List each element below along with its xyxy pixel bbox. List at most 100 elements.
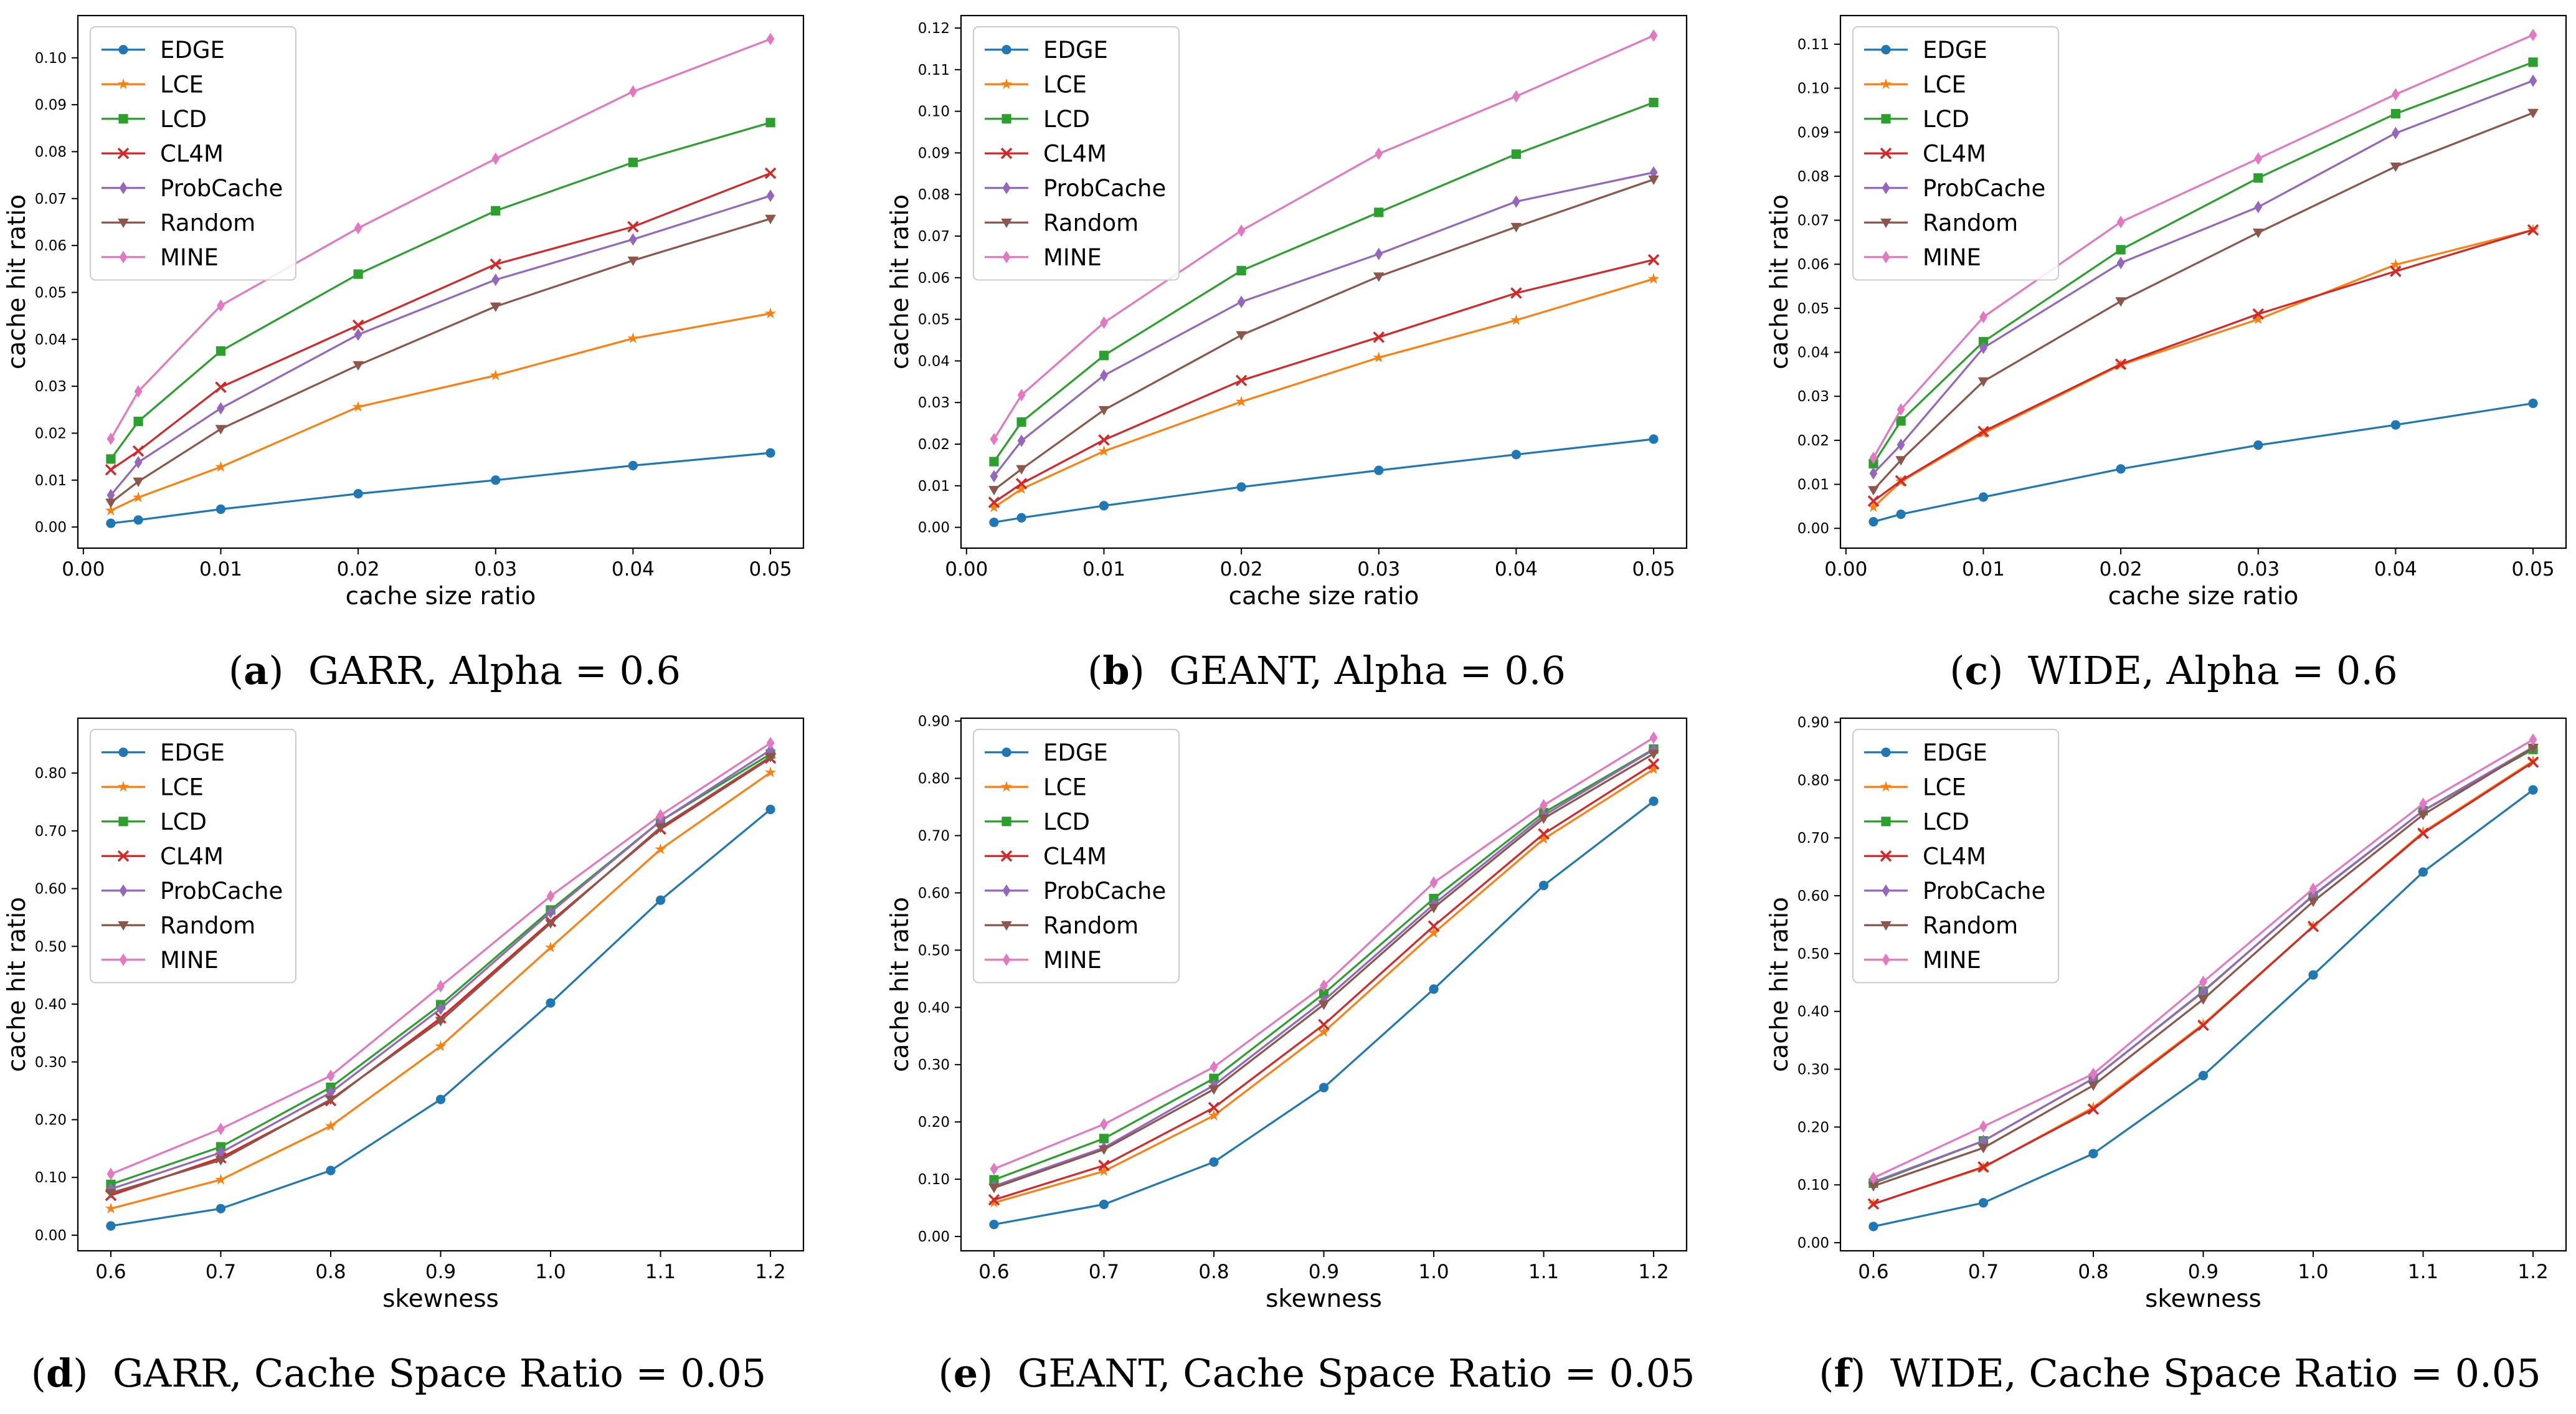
legend-box <box>90 729 296 984</box>
x-axis-label: cache size ratio <box>346 582 536 610</box>
y-tick-label: 0.80 <box>35 766 67 782</box>
data-point-random <box>1318 1000 1330 1010</box>
x-tick-label: 1.1 <box>1528 1261 1559 1283</box>
y-tick-label: 0.90 <box>1797 714 1829 731</box>
y-tick-label: 0.05 <box>918 312 950 328</box>
y-tick-label: 0.10 <box>918 104 950 120</box>
plot-frame <box>77 14 805 549</box>
data-point-edge <box>1319 1083 1329 1093</box>
x-tick-label: 0.00 <box>62 558 105 581</box>
series-line-edge <box>1873 402 2534 523</box>
data-point-edge <box>491 475 501 485</box>
data-point-random <box>1510 222 1522 233</box>
legend-box <box>973 26 1180 281</box>
data-point-lce <box>1647 273 1660 284</box>
data-point-lcd <box>989 1175 999 1185</box>
data-point-mine <box>546 890 555 903</box>
y-tick-label: 0.11 <box>1797 37 1829 53</box>
legend-marker-probcache <box>1002 884 1011 897</box>
data-point-edge <box>1868 1222 1878 1231</box>
y-axis-label: cache hit ratio <box>886 897 914 1072</box>
data-point-random <box>1868 1182 1879 1192</box>
data-point-cl4m <box>132 445 144 457</box>
caption-text: GARR, Alpha = 0.6 <box>308 648 681 693</box>
data-point-edge <box>2390 420 2401 430</box>
x-tick-label: 0.00 <box>945 558 988 581</box>
x-axis-label: skewness <box>2145 1285 2261 1313</box>
data-point-mine <box>491 152 500 165</box>
data-point-lce <box>1236 396 1248 407</box>
data-point-lce <box>1098 1165 1110 1176</box>
data-point-cl4m <box>352 319 364 331</box>
data-point-random <box>988 1184 1000 1193</box>
data-point-mine <box>2254 152 2263 165</box>
data-point-lce <box>544 941 557 952</box>
data-point-random <box>2197 995 2209 1005</box>
data-point-random <box>1648 749 1659 759</box>
x-tick-label: 0.04 <box>1495 558 1538 581</box>
data-point-cl4m <box>2114 358 2127 370</box>
legend-box <box>1852 26 2059 281</box>
y-tick-label: 0.01 <box>1797 477 1829 493</box>
x-tick-label: 1.1 <box>645 1261 676 1283</box>
data-point-cl4m <box>490 259 501 270</box>
data-point-edge <box>215 504 226 515</box>
data-point-probcache <box>2199 985 2207 999</box>
data-point-cl4m <box>1895 475 1907 487</box>
legend-label-lcd: LCD <box>160 106 207 133</box>
y-tick-label: 0.20 <box>918 1114 950 1131</box>
data-point-probcache <box>1237 295 1246 308</box>
legend-label-random: Random <box>1043 209 1139 236</box>
legend-label-cl4m: CL4M <box>160 843 224 870</box>
y-tick-label: 0.08 <box>1797 169 1829 185</box>
data-point-probcache <box>1869 467 1878 480</box>
data-point-cl4m <box>988 496 1000 508</box>
chart-panel-c: 0.00 0.01 0.02 0.03 0.04 0.05 0.00 0.01 0.02 0.03… <box>1763 0 2576 651</box>
data-point-lce <box>1318 1026 1330 1037</box>
data-point-probcache <box>217 402 225 415</box>
data-point-lce <box>215 461 227 472</box>
legend-marker-probcache <box>1002 181 1011 194</box>
legend-marker-lcd <box>1002 817 1011 827</box>
data-point-lce <box>2252 313 2264 325</box>
data-point-cl4m <box>1015 478 1028 490</box>
data-point-mine <box>2309 882 2318 895</box>
data-point-lce <box>1098 445 1110 457</box>
data-point-lce <box>2390 259 2402 270</box>
data-point-random <box>2088 1081 2099 1091</box>
x-tick-label: 0.8 <box>2078 1261 2108 1283</box>
y-tick-label: 0.20 <box>1797 1119 1829 1136</box>
plot-frame <box>960 14 1688 549</box>
data-point-random <box>1977 1144 1989 1154</box>
legend-label-mine: MINE <box>160 244 219 271</box>
data-point-lce <box>1428 927 1440 938</box>
legend-label-edge: EDGE <box>160 739 225 766</box>
data-point-edge <box>2198 1071 2209 1081</box>
legend-marker-mine <box>119 250 128 263</box>
data-point-random <box>2417 810 2429 820</box>
legend-box <box>90 26 296 281</box>
legend-label-edge: EDGE <box>160 37 225 64</box>
data-point-edge <box>1511 450 1522 460</box>
x-tick-label: 0.8 <box>1198 1261 1229 1283</box>
y-tick-label: 0.70 <box>35 823 67 840</box>
x-tick-label: 0.7 <box>1089 1261 1119 1283</box>
legend-marker-lcd <box>1881 114 1891 124</box>
data-point-edge <box>628 460 638 471</box>
data-point-probcache <box>217 1146 225 1159</box>
data-point-cl4m <box>2252 308 2264 320</box>
data-point-lce <box>764 307 777 319</box>
data-point-cl4m <box>2197 1019 2209 1032</box>
y-tick-label: 0.02 <box>918 437 950 453</box>
chart-panel-a: 0.00 0.01 0.02 0.03 0.04 0.05 0.00 0.01 0.02 0.03… <box>0 0 859 651</box>
legend-marker-mine <box>1882 953 1890 966</box>
x-axis-label: cache size ratio <box>1229 582 1419 610</box>
y-tick-label: 0.10 <box>1797 1177 1829 1193</box>
plot-frame <box>1839 717 2567 1252</box>
chart-panel-f: 0.6 0.7 0.8 0.9 1.0 1.1 1.2 0.00 0.10 0.20 0.30 0.4… <box>1763 703 2576 1354</box>
data-point-mine <box>1649 29 1658 42</box>
legend-marker-probcache <box>119 181 128 194</box>
chart-svg: 0.6 0.7 0.8 0.9 1.0 1.1 1.2 0.00 0.10 0.20 0.30 0.4… <box>886 714 1688 1313</box>
legend-marker-random <box>1001 921 1012 931</box>
data-point-mine <box>2199 975 2207 989</box>
